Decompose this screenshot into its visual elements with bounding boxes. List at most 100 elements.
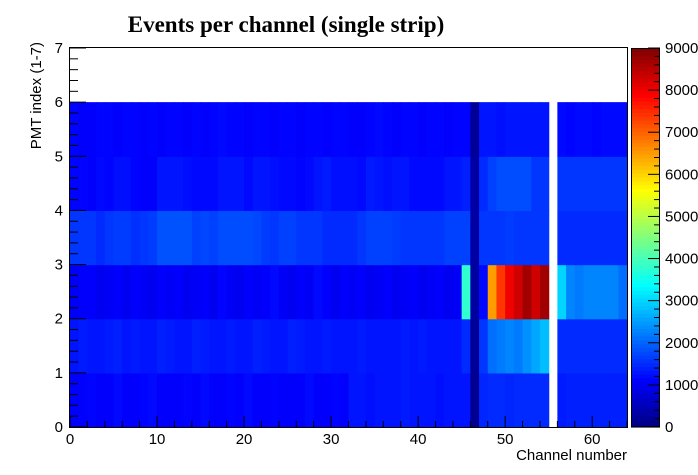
heatmap-cell	[365, 264, 376, 320]
heatmap-cell	[452, 102, 463, 157]
colorbar-segment	[631, 85, 660, 91]
heatmap-cell	[87, 372, 97, 428]
colorbar-segment	[631, 207, 660, 212]
axes: 0 10 20 30 40 50 60 0 1 2 3 4 5 6 7	[55, 40, 628, 448]
heatmap-cell	[496, 210, 506, 266]
heatmap-cell	[139, 372, 149, 428]
heatmap-cell	[557, 210, 567, 266]
heatmap-cell	[357, 156, 367, 212]
heatmap-cell	[174, 102, 184, 157]
heatmap-cell	[531, 156, 541, 212]
heatmap-cell	[78, 210, 89, 266]
colorbar-segment	[631, 51, 660, 57]
heatmap-cell	[409, 156, 419, 212]
colorbar-segment	[631, 89, 660, 95]
heatmap-cell	[87, 210, 97, 266]
heatmap-cell	[557, 264, 567, 320]
colorbar-tick-label: 0	[665, 419, 673, 436]
colorbar-segment	[631, 252, 660, 258]
colorbar-tick-label: 6000	[665, 166, 698, 183]
heatmap-cell	[313, 264, 323, 320]
heatmap-cell	[357, 210, 367, 266]
heatmap-cell	[513, 156, 524, 212]
heatmap-cell	[444, 156, 454, 212]
heatmap-cell	[487, 102, 498, 157]
colorbar-segment	[631, 362, 660, 367]
heatmap-cell	[252, 318, 263, 374]
heatmap-cell	[348, 264, 358, 320]
colorbar-segment	[631, 245, 660, 250]
colorbar-segment	[631, 267, 660, 273]
heatmap-cell	[365, 318, 376, 374]
heatmap-cell	[87, 318, 97, 374]
colorbar-tick-label: 4000	[665, 251, 698, 268]
colorbar-segment	[631, 116, 660, 121]
heatmap-cell	[244, 318, 254, 374]
heatmap-cell	[113, 264, 123, 320]
heatmap-cell	[435, 156, 445, 212]
heatmap-cell	[452, 372, 463, 428]
y-axis-label: PMT index (1-7)	[28, 42, 45, 149]
colorbar-segment	[631, 55, 660, 60]
heatmap-cell	[261, 210, 271, 266]
heatmap-cell	[348, 372, 358, 428]
heatmap-cell	[505, 372, 515, 428]
heatmap-cell	[296, 210, 306, 266]
heatmap-cell	[296, 372, 306, 428]
colorbar-segment	[631, 203, 660, 208]
colorbar-segment	[631, 339, 660, 345]
heatmap-cell	[531, 318, 541, 374]
heatmap-cell	[365, 156, 376, 212]
heatmap-cell	[513, 264, 524, 320]
heatmap-cell	[226, 264, 236, 320]
heatmap-cell	[200, 318, 210, 374]
colorbar-segment	[631, 400, 660, 405]
heatmap-cell	[496, 156, 506, 212]
heatmap-cell	[235, 156, 245, 212]
heatmap-cell	[531, 264, 541, 320]
heatmap-cell	[244, 210, 254, 266]
colorbar-segment	[631, 354, 660, 360]
colorbar-segment	[631, 290, 660, 295]
heatmap-cell	[313, 102, 323, 157]
colorbar-segment	[631, 260, 660, 265]
heatmap-cell	[322, 102, 332, 157]
heatmap-cell	[574, 156, 585, 212]
colorbar-segment	[631, 112, 660, 117]
heatmap-cell	[183, 102, 193, 157]
heatmap-cell	[304, 210, 315, 266]
heatmap-cell	[539, 318, 550, 374]
heatmap-cell	[139, 156, 149, 212]
heatmap-cell	[426, 102, 437, 157]
heatmap-cell	[600, 102, 611, 157]
heatmap-cell	[183, 264, 193, 320]
heatmap-cell	[96, 264, 106, 320]
heatmap-cell	[130, 102, 141, 157]
heatmap-cell	[409, 264, 419, 320]
heatmap-cell	[583, 156, 593, 212]
heatmap-cell	[235, 102, 245, 157]
heatmap-cell	[157, 210, 167, 266]
colorbar-segment	[631, 127, 660, 132]
heatmap-cell	[287, 156, 297, 212]
heatmap-cell	[200, 264, 210, 320]
colorbar-segment	[631, 169, 660, 174]
colorbar-segment	[631, 408, 660, 413]
heatmap-cell	[339, 372, 350, 428]
heatmap-cell	[339, 210, 350, 266]
heatmap-cell	[113, 372, 123, 428]
heatmap-cell	[522, 264, 532, 320]
y-tick-label: 7	[55, 40, 63, 57]
heatmap-cell	[174, 210, 184, 266]
heatmap-cell	[78, 372, 89, 428]
colorbar-segment	[631, 66, 660, 72]
colorbar-segment	[631, 93, 660, 98]
heatmap-cell	[409, 210, 419, 266]
heatmap-cell	[322, 264, 332, 320]
heatmap-cell	[331, 264, 341, 320]
colorbar-segment	[631, 233, 660, 239]
colorbar-segment	[631, 381, 660, 386]
heatmap-cell	[592, 156, 602, 212]
colorbar-segment	[631, 48, 660, 53]
heatmap-cell	[70, 102, 80, 157]
